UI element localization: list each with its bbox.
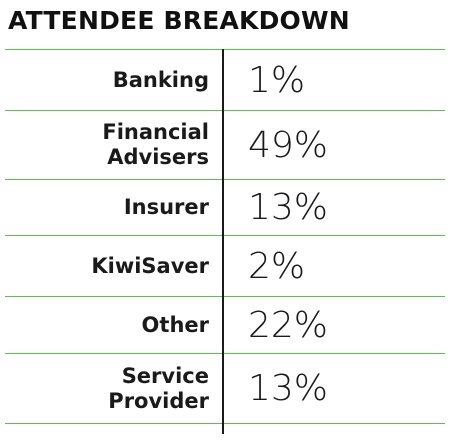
category-label: KiwiSaver xyxy=(91,253,209,278)
table-row: Financial Advisers 49% xyxy=(5,111,445,180)
category-label: Insurer xyxy=(123,195,209,219)
percentage-value: 49% xyxy=(248,124,329,166)
page-title: ATTENDEE BREAKDOWN xyxy=(8,6,350,35)
table-row: Other 22% xyxy=(5,297,445,354)
table-row: KiwiSaver 2% xyxy=(5,236,445,297)
percentage-value: 1% xyxy=(248,59,306,101)
attendee-breakdown-table: Banking 1% Financial Advisers 49% Insure… xyxy=(5,49,445,424)
category-label: Service Provider xyxy=(108,363,209,413)
table-row: Banking 1% xyxy=(5,50,445,111)
percentage-value: 22% xyxy=(248,304,329,346)
percentage-value: 2% xyxy=(248,245,306,287)
category-label: Other xyxy=(141,312,209,337)
table-row: Insurer 13% xyxy=(5,180,445,236)
category-label: Banking xyxy=(112,67,209,92)
category-label: Financial Advisers xyxy=(102,120,209,169)
percentage-value: 13% xyxy=(248,368,329,409)
column-divider xyxy=(222,49,224,434)
percentage-value: 13% xyxy=(248,187,329,228)
table-row: Service Provider 13% xyxy=(5,354,445,424)
